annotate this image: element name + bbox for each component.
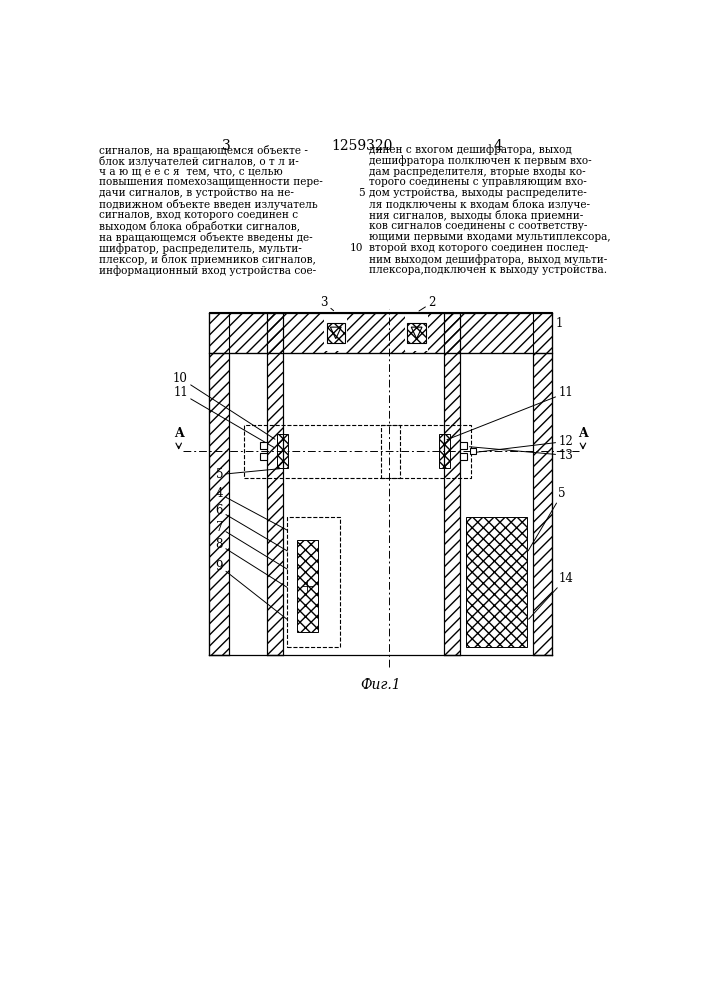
- Bar: [283, 312, 444, 353]
- Text: 13: 13: [469, 447, 573, 462]
- Bar: [287, 517, 339, 647]
- Text: блок излучателей сигналов, о т л и-: блок излучателей сигналов, о т л и-: [100, 156, 299, 167]
- Text: ния сигналов, выходы блока приемни-: ния сигналов, выходы блока приемни-: [369, 210, 583, 221]
- Text: второй вход которого соединен послед-: второй вход которого соединен послед-: [369, 243, 588, 253]
- Bar: [469, 448, 476, 454]
- Text: выходом блока обработки сигналов,: выходом блока обработки сигналов,: [100, 221, 300, 232]
- Text: шифратор, распределитель, мульти-: шифратор, распределитель, мульти-: [100, 243, 302, 254]
- Text: ним выходом дешифратора, выход мульти-: ним выходом дешифратора, выход мульти-: [369, 254, 607, 265]
- Text: 4: 4: [494, 139, 503, 153]
- Bar: [229, 312, 267, 353]
- Text: A: A: [174, 427, 184, 440]
- Text: плексора,подключен к выходу устройства.: плексора,подключен к выходу устройства.: [369, 265, 607, 275]
- Text: сигналов, на вращающемся объекте -: сигналов, на вращающемся объекте -: [100, 145, 308, 156]
- Bar: [267, 312, 283, 655]
- Bar: [460, 442, 467, 449]
- Text: Фиг.1: Фиг.1: [361, 678, 401, 692]
- Text: 5: 5: [528, 487, 566, 551]
- Text: сигналов, вход которого соединен с: сигналов, вход которого соединен с: [100, 210, 298, 220]
- Text: на вращающемся объекте введены де-: на вращающемся объекте введены де-: [100, 232, 313, 243]
- Text: 7: 7: [216, 521, 288, 570]
- Text: плексор, и блок приемников сигналов,: плексор, и блок приемников сигналов,: [100, 254, 316, 265]
- Text: ков сигналов соединены с соответству-: ков сигналов соединены с соответству-: [369, 221, 588, 231]
- Text: ч а ю щ е е с я  тем, что, с целью: ч а ю щ е е с я тем, что, с целью: [100, 167, 283, 177]
- Bar: [460, 312, 533, 353]
- Text: информационный вход устройства сое-: информационный вход устройства сое-: [100, 265, 317, 276]
- Bar: [460, 353, 533, 655]
- Text: дам распределителя, вторые входы ко-: дам распределителя, вторые входы ко-: [369, 167, 585, 177]
- Bar: [277, 434, 288, 468]
- Text: 8: 8: [216, 538, 288, 588]
- Bar: [381, 425, 472, 478]
- Text: 11: 11: [447, 386, 573, 440]
- Text: 4: 4: [216, 487, 288, 531]
- Text: 1: 1: [555, 317, 563, 330]
- Text: 14: 14: [529, 572, 573, 619]
- Bar: [260, 453, 267, 460]
- Bar: [296, 540, 318, 632]
- Text: 10: 10: [349, 243, 363, 253]
- Text: динен с вхогом дешифратора, выход: динен с вхогом дешифратора, выход: [369, 145, 572, 155]
- Text: ля подключены к входам блока излуче-: ля подключены к входам блока излуче-: [369, 199, 590, 210]
- Text: 10: 10: [173, 372, 275, 439]
- Bar: [244, 425, 400, 478]
- Text: дачи сигналов, в устройство на не-: дачи сигналов, в устройство на не-: [100, 188, 294, 198]
- Bar: [460, 453, 467, 460]
- Text: 11: 11: [173, 386, 275, 448]
- Text: 2: 2: [419, 296, 436, 311]
- Text: ющими первыми входами мультиплексора,: ющими первыми входами мультиплексора,: [369, 232, 611, 242]
- Text: повышения помехозащищенности пере-: повышения помехозащищенности пере-: [100, 177, 323, 187]
- Text: 5: 5: [216, 468, 280, 481]
- Bar: [405, 314, 428, 351]
- Text: дом устройства, выходы распределите-: дом устройства, выходы распределите-: [369, 188, 587, 198]
- Text: 5: 5: [358, 188, 365, 198]
- Text: подвижном объекте введен излучатель: подвижном объекте введен излучатель: [100, 199, 318, 210]
- Text: дешифратора полключен к первым вхо-: дешифратора полключен к первым вхо-: [369, 156, 592, 166]
- Text: 3: 3: [222, 139, 230, 153]
- Bar: [283, 353, 444, 655]
- Text: 6: 6: [216, 504, 288, 552]
- Text: A: A: [578, 427, 588, 440]
- Bar: [209, 312, 552, 353]
- Bar: [439, 434, 450, 468]
- Bar: [466, 517, 527, 647]
- Bar: [444, 312, 460, 655]
- Text: 12: 12: [476, 435, 573, 452]
- Bar: [533, 353, 552, 655]
- Text: 3: 3: [320, 296, 334, 311]
- Bar: [209, 353, 229, 655]
- Bar: [327, 323, 345, 343]
- Text: торого соединены с управляющим вхо-: торого соединены с управляющим вхо-: [369, 177, 587, 187]
- Bar: [407, 323, 426, 343]
- Bar: [260, 442, 267, 449]
- Bar: [229, 353, 267, 655]
- Text: 9: 9: [216, 560, 287, 620]
- Text: 1259320: 1259320: [332, 139, 393, 153]
- Bar: [325, 314, 347, 351]
